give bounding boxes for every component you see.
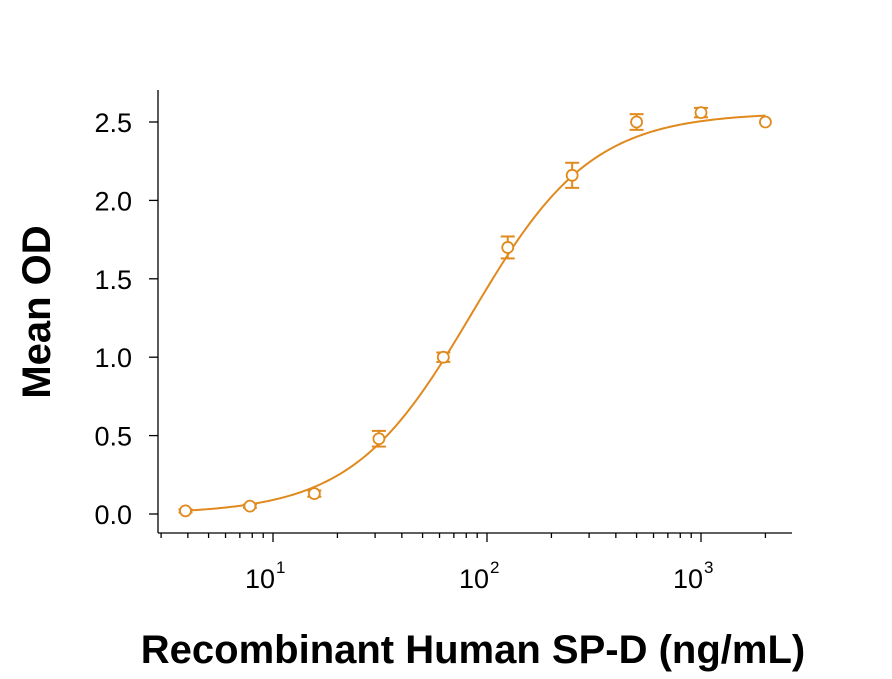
x-tick-label: 10 — [459, 564, 489, 594]
y-tick-label: 0.0 — [94, 500, 132, 530]
y-axis-ticks: 0.0 0.5 1.0 1.5 2.0 2.5 — [94, 108, 158, 530]
x-tick-exponent: 1 — [276, 558, 285, 577]
data-point — [759, 115, 772, 129]
fit-curve — [185, 114, 766, 512]
data-point — [694, 106, 708, 119]
data-point — [179, 504, 192, 518]
data-point — [436, 350, 450, 364]
y-tick-label: 1.0 — [94, 343, 132, 373]
x-tick-exponent: 3 — [704, 558, 713, 577]
data-point — [501, 241, 515, 254]
axes — [157, 90, 792, 534]
y-tick-label: 1.5 — [94, 265, 132, 295]
x-tick-label: 10 — [673, 564, 703, 594]
data-point — [630, 115, 643, 129]
data-point — [565, 168, 579, 182]
y-tick-label: 2.5 — [94, 108, 132, 138]
data-points — [178, 106, 772, 518]
x-tick-label: 10 — [245, 564, 275, 594]
x-axis-title: Recombinant Human SP-D (ng/mL) — [141, 628, 805, 672]
y-tick-label: 0.5 — [94, 422, 132, 452]
x-axis-ticks: 10 1 10 2 10 3 — [160, 533, 767, 594]
data-point — [307, 487, 321, 501]
x-tick-exponent: 2 — [490, 558, 499, 577]
data-point — [372, 432, 386, 446]
y-axis-title: Mean OD — [15, 225, 59, 398]
data-point — [243, 499, 257, 513]
y-tick-label: 2.0 — [94, 186, 132, 216]
